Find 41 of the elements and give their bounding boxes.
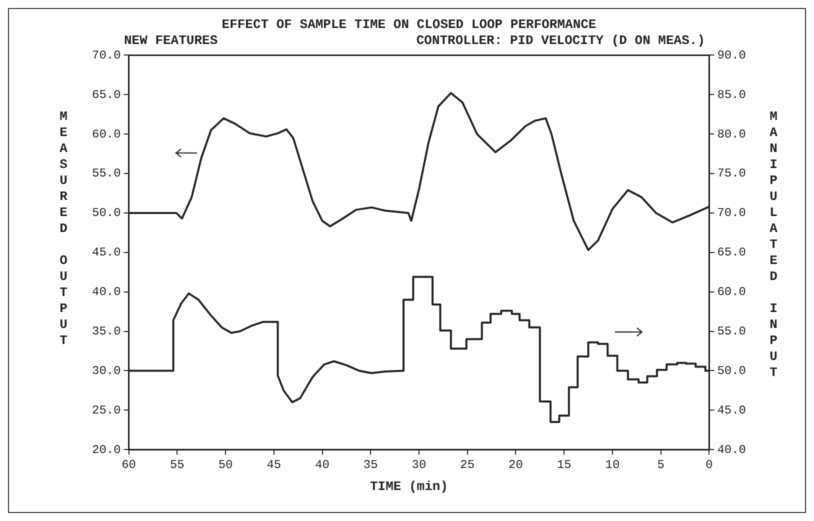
y-tick-label: 40.0 — [92, 285, 121, 300]
x-tick-label: 25 — [460, 458, 475, 472]
y2-tick-label: 85.0 — [717, 88, 746, 102]
y-tick-label: 70.0 — [92, 48, 121, 62]
x-tick-label: 55 — [170, 458, 184, 472]
x-tick-label: 15 — [556, 458, 572, 472]
y2-tick-label: 65.0 — [717, 246, 746, 260]
x-tick-label: 30 — [412, 458, 426, 472]
y2-tick-label: 50.0 — [717, 364, 746, 378]
y-tick-label: 25.0 — [92, 403, 121, 418]
y2-tick-label: 75.0 — [717, 166, 746, 181]
y-tick-label: 35.0 — [92, 324, 121, 338]
x-axis-title: TIME (min) — [368, 479, 449, 494]
x-tick-label: 5 — [657, 458, 664, 472]
x-tick-label: 40 — [315, 458, 330, 472]
x-tick-label: 10 — [605, 458, 620, 472]
y2-tick-label: 55.0 — [717, 324, 746, 338]
x-tick-label: 0 — [706, 458, 713, 472]
y-tick-label: 20.0 — [92, 442, 121, 457]
y-tick-label: 45.0 — [92, 246, 121, 260]
x-tick-label: 35 — [363, 458, 378, 472]
y-axis-title: MEASURED OUTPUT — [56, 109, 71, 351]
y-tick-label: 55.0 — [92, 166, 121, 181]
y-tick-label: 60.0 — [92, 127, 121, 142]
x-tick-label: 45 — [266, 458, 282, 472]
x-tick-label: 20 — [508, 458, 523, 472]
chart-title: EFFECT OF SAMPLE TIME ON CLOSED LOOP PERFORMANCE — [220, 17, 598, 32]
y2-axis-title: MANIPULATED INPUT — [766, 109, 781, 383]
y2-tick-label: 70.0 — [717, 206, 746, 220]
y2-tick-label: 45.0 — [717, 403, 746, 418]
y-tick-label: 65.0 — [92, 88, 121, 102]
text: CONTROLLER: PID VELOCITY (D ON MEAS.) — [416, 33, 705, 48]
x-tick-label: 60 — [122, 458, 136, 472]
y2-tick-label: 90.0 — [717, 48, 746, 62]
chart-subtitle: NEW FEATURES — [124, 33, 218, 48]
x-tick-label: 50 — [218, 458, 233, 472]
y2-tick-label: 60.0 — [717, 285, 746, 300]
y-tick-label: 30.0 — [92, 364, 121, 378]
y2-tick-label: 80.0 — [717, 127, 746, 142]
y-tick-label: 50.0 — [92, 206, 121, 220]
y2-tick-label: 40.0 — [717, 442, 746, 457]
